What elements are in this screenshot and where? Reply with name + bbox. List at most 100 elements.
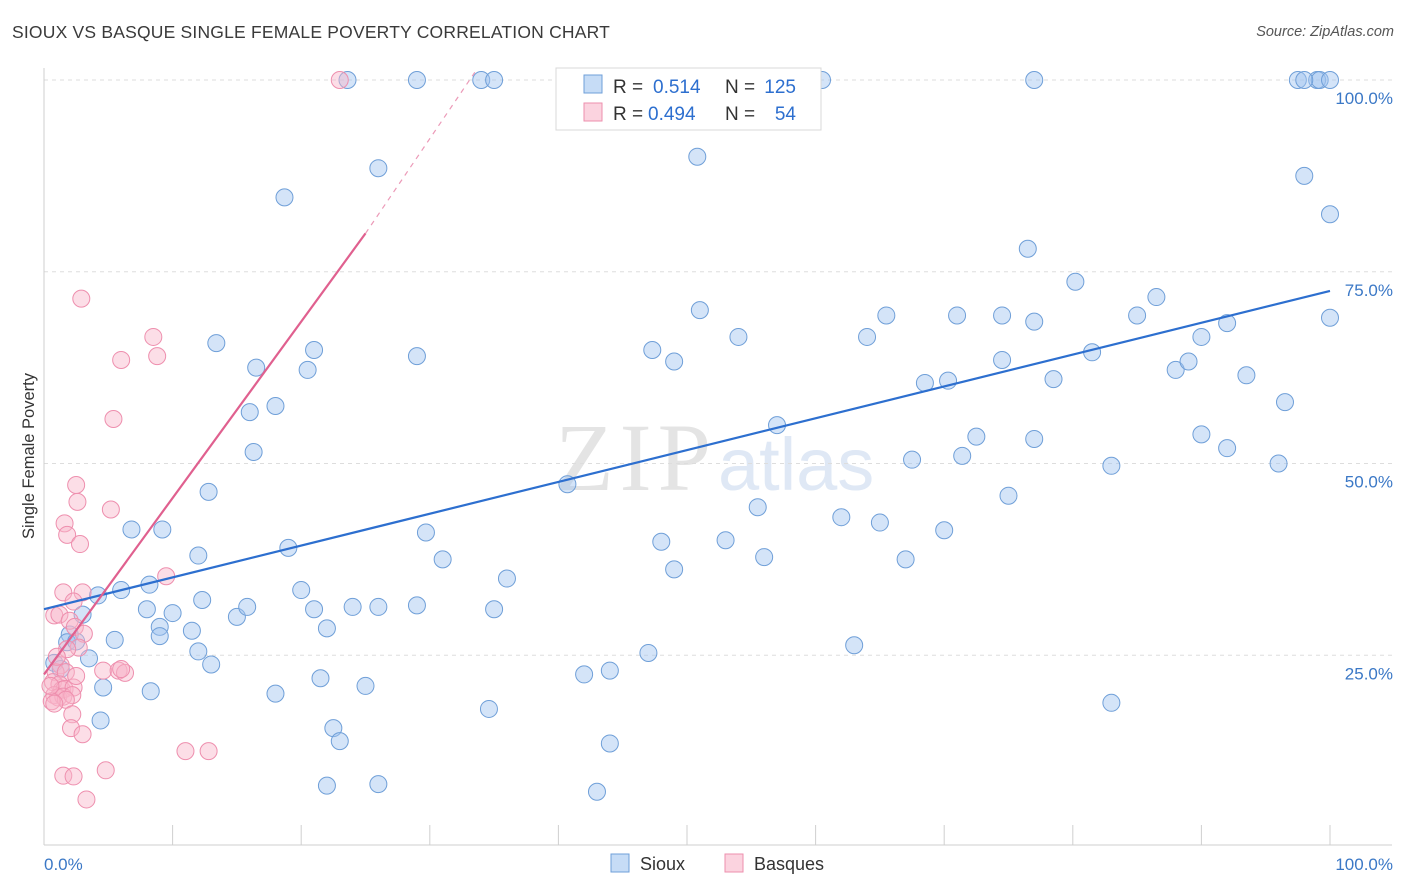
basques-point-50 (199, 742, 218, 761)
sioux-point-14 (1295, 166, 1314, 185)
sioux-point-18 (1066, 272, 1085, 291)
sioux-point-67 (153, 520, 172, 539)
sioux-point-48 (240, 403, 259, 422)
y-tick-label-100: 100.0% (1335, 89, 1393, 108)
basques-point-3 (144, 327, 163, 346)
sioux-point-12 (369, 159, 388, 178)
sioux-point-117 (91, 711, 110, 730)
basques-point-49 (176, 742, 195, 761)
sioux-point-11 (1321, 71, 1339, 89)
sioux-point-24 (643, 340, 662, 359)
sioux-point-47 (768, 416, 787, 435)
y-tick-label-25: 25.0% (1345, 664, 1393, 683)
basques-point-41 (67, 666, 86, 685)
sioux-point-17 (1018, 239, 1037, 258)
sioux-point-13 (688, 147, 707, 166)
source-credit: Source: ZipAtlas.com (1256, 24, 1394, 40)
y-tick-label-50: 50.0% (1345, 473, 1393, 492)
sioux-point-75 (716, 531, 735, 550)
basques-point-4 (148, 347, 167, 366)
sioux-point-23 (407, 347, 426, 366)
sioux-point-21 (298, 360, 317, 379)
sioux-point-2 (472, 71, 491, 89)
sioux-point-71 (433, 550, 452, 569)
trendlines (43, 71, 1331, 676)
sioux-point-55 (870, 513, 889, 532)
sioux-point-51 (199, 482, 218, 501)
sioux-point-101 (189, 642, 208, 661)
legend-swatch-sioux (583, 74, 603, 94)
sioux-point-91 (485, 600, 504, 619)
bottom-legend-swatch-sioux (610, 853, 630, 873)
sioux-point-90 (407, 596, 426, 615)
sioux-point-113 (845, 636, 864, 655)
basques-point-6 (67, 475, 86, 494)
sioux-point-41 (1147, 288, 1166, 307)
sioux-point-87 (305, 600, 324, 619)
bottom-legend-label-basques: Basques (754, 854, 824, 874)
sioux-point-95 (317, 619, 336, 638)
basques-point-8 (101, 500, 120, 519)
sioux-point-89 (369, 597, 388, 616)
sioux-point-76 (755, 548, 774, 567)
sioux-point-58 (999, 486, 1018, 505)
basques-point-13 (54, 583, 73, 602)
sioux-point-6 (1025, 71, 1044, 89)
sioux-point-15 (1321, 205, 1339, 224)
sioux-point-86 (292, 581, 311, 600)
sioux-point-38 (993, 306, 1012, 325)
basques-point-36 (42, 692, 61, 711)
basques-point-21 (69, 638, 88, 657)
sioux-point-37 (948, 306, 967, 325)
sioux-point-57 (967, 427, 986, 446)
sioux-point-111 (575, 665, 594, 684)
sioux-point-30 (1166, 360, 1185, 379)
sioux-point-60 (1102, 456, 1121, 475)
sioux-point-50 (244, 442, 263, 461)
basques-point-46 (64, 767, 83, 786)
basques-point-7 (68, 492, 87, 511)
basques-point-38 (94, 661, 113, 680)
sioux-point-19 (207, 334, 226, 353)
sioux-point-63 (1269, 454, 1288, 473)
x-tick-label-max: 100.0% (1335, 855, 1393, 874)
sioux-point-106 (266, 684, 285, 703)
legend-n-label-sioux: N = (725, 77, 755, 98)
sioux-point-81 (137, 600, 156, 619)
legend-swatch-basques (583, 102, 603, 122)
basques-point-1 (72, 289, 91, 308)
sioux-point-39 (1025, 312, 1044, 331)
basques-point-43 (62, 719, 81, 738)
sioux-point-1 (407, 71, 426, 89)
y-axis-tick-labels: 25.0% 50.0% 75.0% 100.0% (1335, 89, 1393, 683)
basques-point-45 (54, 766, 73, 785)
sioux-point-46 (858, 327, 877, 346)
sioux-point-25 (665, 352, 684, 371)
basques-point-22 (58, 640, 77, 659)
basques-point-2 (112, 350, 131, 369)
y-tick-label-75: 75.0% (1345, 281, 1393, 300)
bottom-legend-swatch-basques (724, 853, 744, 873)
sioux-point-85 (238, 597, 257, 616)
sioux-point-77 (896, 550, 915, 569)
sioux-point-28 (1044, 370, 1063, 389)
sioux-point-27 (993, 350, 1012, 369)
sioux-point-20 (247, 358, 266, 377)
bottom-legend-label-sioux: Sioux (640, 854, 685, 874)
y-axis-title: Single Female Poverty (20, 372, 38, 539)
basques-point-52 (41, 676, 60, 695)
sioux-trendline (43, 289, 1331, 611)
basques-point-51 (112, 660, 131, 679)
basques-point-37 (45, 694, 64, 713)
basques-point-47 (96, 761, 115, 780)
sioux-point-42 (1192, 327, 1211, 346)
sioux-point-107 (311, 669, 330, 688)
sioux-point-102 (202, 655, 221, 674)
basques-point-34 (63, 686, 82, 705)
sioux-point-64 (903, 450, 922, 469)
sioux-point-114 (1102, 693, 1121, 712)
legend-n-value-sioux: 125 (764, 77, 796, 98)
sioux-point-66 (122, 520, 141, 539)
x-tick-label-min: 0.0% (44, 855, 83, 874)
